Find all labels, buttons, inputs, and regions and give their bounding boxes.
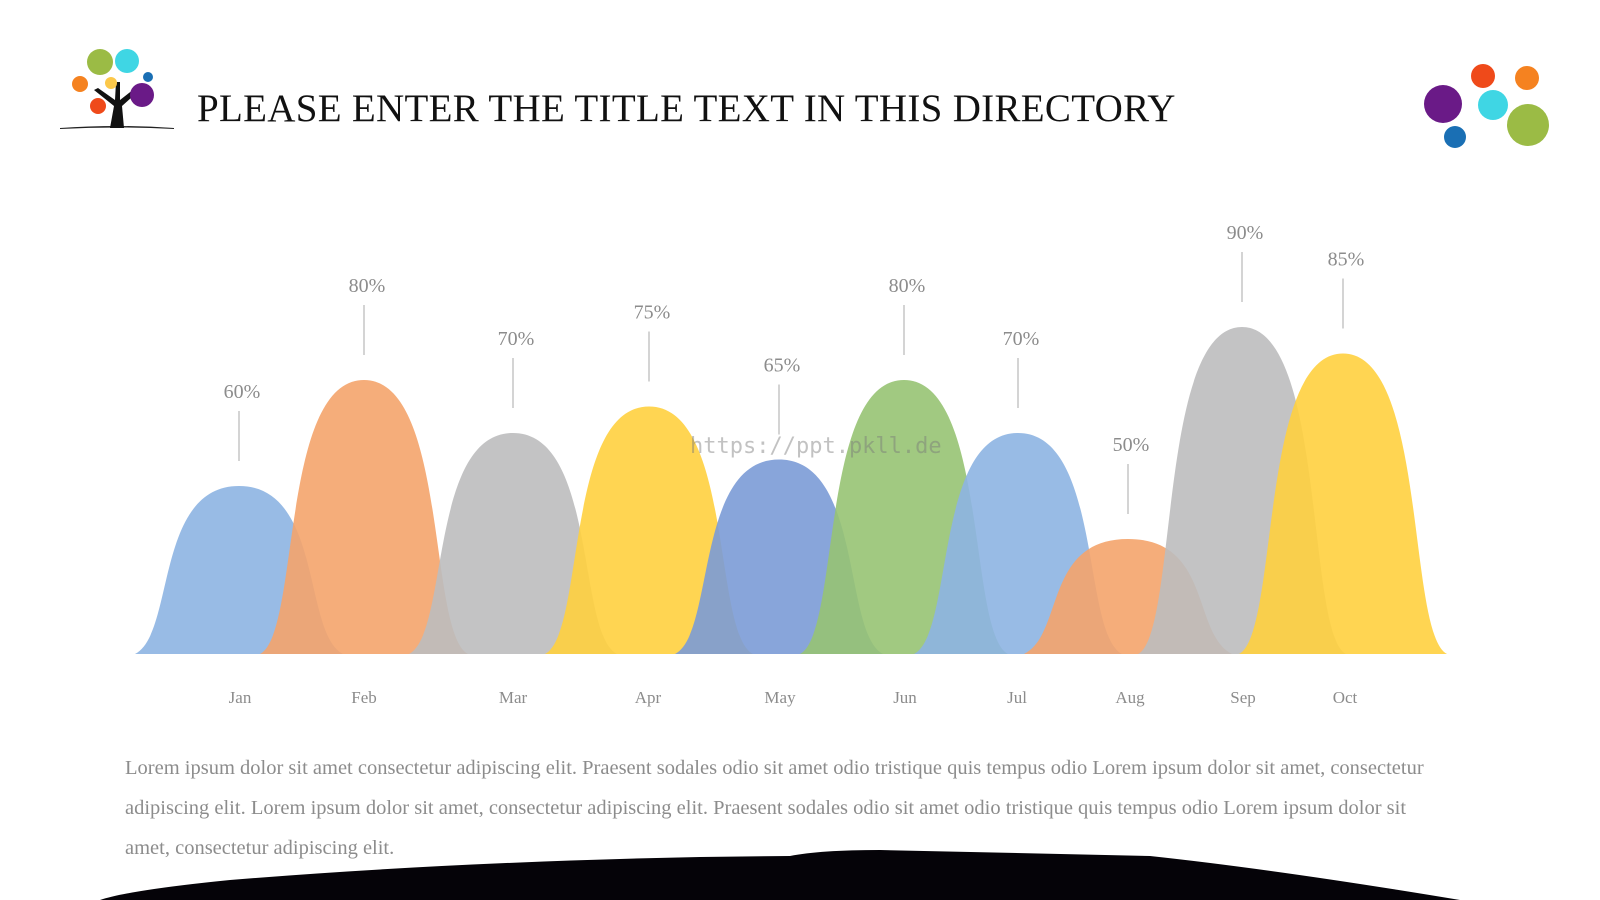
decorative-dots [1424, 64, 1549, 148]
tree-logo [60, 49, 174, 129]
value-label: 70% [1003, 328, 1040, 350]
page-title: PLEASE ENTER THE TITLE TEXT IN THIS DIRE… [197, 87, 1176, 130]
watermark: https://ppt.pkll.de [690, 434, 942, 459]
value-label: 65% [764, 355, 801, 377]
value-label: 90% [1227, 222, 1264, 244]
value-label: 50% [1113, 434, 1150, 456]
value-label: 80% [889, 275, 926, 297]
x-tick-label: Feb [351, 688, 377, 707]
x-tick-label: Jul [1007, 688, 1027, 707]
body-paragraph: Lorem ipsum dolor sit amet consectetur a… [125, 757, 1424, 859]
value-label: 70% [498, 328, 535, 350]
area-peak-oct [1239, 353, 1447, 654]
x-tick-label: Apr [635, 688, 662, 707]
x-tick-label: Aug [1115, 688, 1145, 707]
value-label: 85% [1328, 249, 1365, 271]
x-tick-label: Mar [499, 688, 528, 707]
chart: 60% Jan 80% Feb 70% Mar 75% Apr 65% May 80% Jun 70% J… [135, 222, 1447, 707]
x-tick-label: Oct [1333, 688, 1358, 707]
area-peak-apr [545, 406, 753, 654]
value-label: 60% [224, 381, 261, 403]
value-label: 80% [349, 275, 386, 297]
area-peak-feb [260, 380, 468, 654]
area-peak-mar [409, 433, 617, 654]
x-tick-label: Jan [229, 688, 252, 707]
value-label: 75% [634, 302, 671, 324]
x-tick-label: Sep [1230, 688, 1256, 707]
x-tick-label: Jun [893, 688, 917, 707]
x-tick-label: May [764, 688, 796, 707]
